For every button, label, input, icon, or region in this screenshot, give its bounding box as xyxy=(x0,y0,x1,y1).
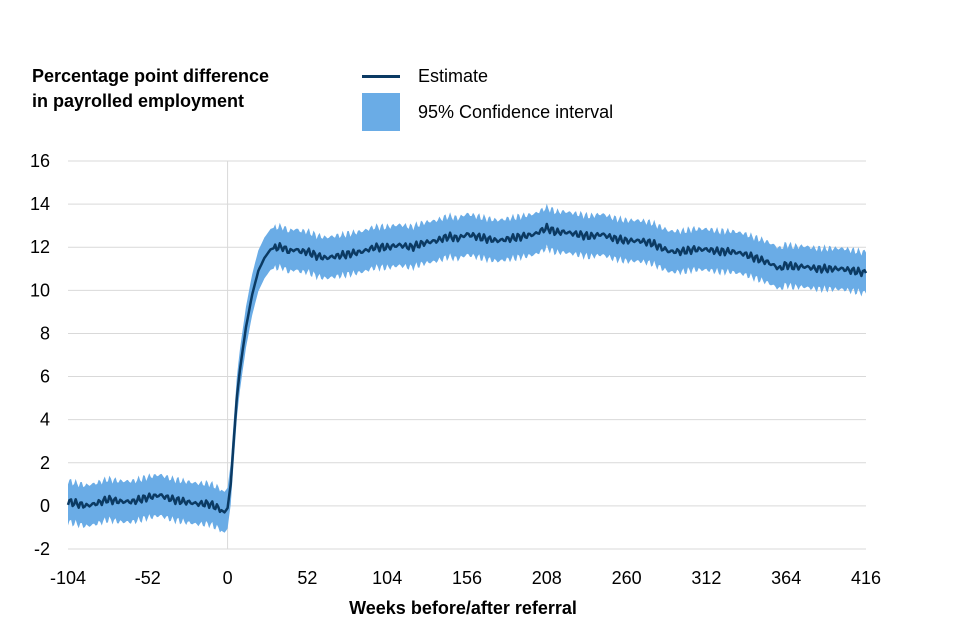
x-tick-label: 0 xyxy=(223,568,233,588)
x-tick-label: 260 xyxy=(612,568,642,588)
estimate-line-layer xyxy=(66,222,868,514)
legend-swatch-estimate xyxy=(362,74,400,78)
y-axis-title: Percentage point difference in payrolled… xyxy=(32,64,269,114)
y-tick-label: 8 xyxy=(40,323,50,343)
y-axis-title-line-1: Percentage point difference xyxy=(32,66,270,86)
y-tick-label: -2 xyxy=(34,539,50,559)
x-tick-label: 52 xyxy=(297,568,317,588)
y-tick-label: 14 xyxy=(30,194,50,214)
legend-item-estimate: Estimate xyxy=(362,64,613,88)
y-tick-label: 12 xyxy=(30,237,50,257)
x-tick-label: 416 xyxy=(851,568,881,588)
x-tick-label: 364 xyxy=(771,568,801,588)
x-tick-label: 208 xyxy=(532,568,562,588)
y-tick-label: 0 xyxy=(40,496,50,516)
legend-label-estimate: Estimate xyxy=(418,65,489,86)
y-tick-label: 2 xyxy=(40,453,50,473)
x-axis-title: Weeks before/after referral xyxy=(349,598,577,618)
x-tick-label: -52 xyxy=(135,568,161,588)
x-tick-label: 104 xyxy=(372,568,402,588)
y-tick-label: 16 xyxy=(30,151,50,171)
legend: Estimate 95% Confidence interval xyxy=(362,64,613,132)
x-tick-label: 156 xyxy=(452,568,482,588)
y-tick-label: 4 xyxy=(40,410,50,430)
x-tick-label: -104 xyxy=(50,568,86,588)
y-tick-label: 10 xyxy=(30,280,50,300)
y-axis-title-line-2: in payrolled employment xyxy=(32,91,245,111)
y-tick-labels: -2 0 2 4 6 8 10 12 14 16 xyxy=(30,151,50,559)
legend-swatch-ci xyxy=(362,93,400,131)
y-tick-label: 6 xyxy=(40,367,50,387)
legend-item-ci: 95% Confidence interval xyxy=(362,92,613,132)
x-tick-labels: -104 -52 0 52 104 156 208 260 312 364 416 xyxy=(50,568,881,588)
legend-label-ci: 95% Confidence interval xyxy=(418,101,614,122)
x-tick-label: 312 xyxy=(691,568,721,588)
estimate-line xyxy=(66,222,868,514)
